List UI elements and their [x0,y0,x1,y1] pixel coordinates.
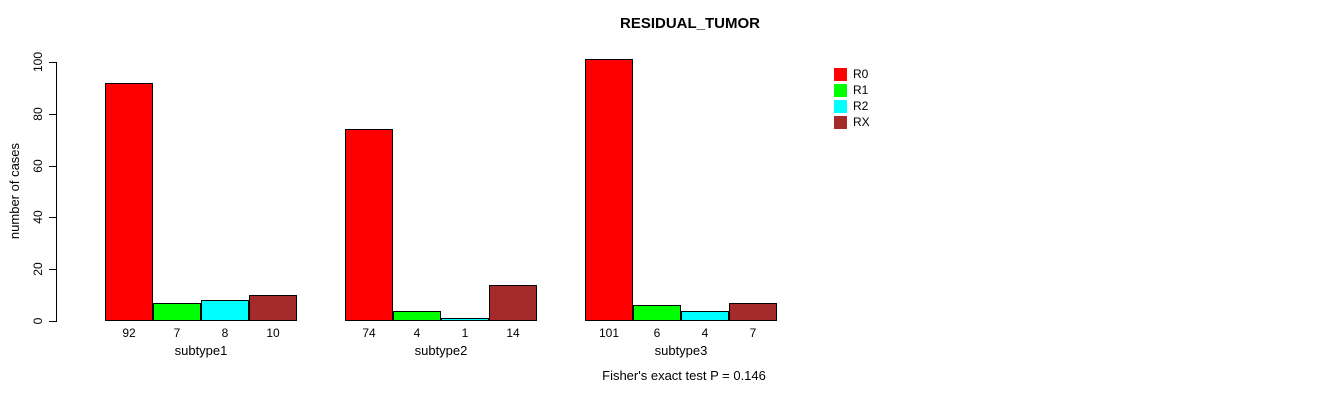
y-tick [49,269,57,270]
y-tick-label: 20 [31,262,45,276]
legend-item-R0: R0 [834,66,870,82]
group-label-subtype3: subtype3 [654,343,708,358]
bar-value-label: 7 [749,326,757,340]
bar-R2-subtype2 [441,318,489,321]
bar-RX-subtype1 [249,295,297,321]
bar-value-label: 14 [506,326,520,340]
bar-R0-subtype1 [105,83,153,321]
bar-R2-subtype3 [681,311,729,321]
legend-item-RX: RX [834,114,870,130]
bar-RX-subtype2 [489,285,537,321]
bar-R0-subtype2 [345,129,393,321]
y-axis-line [56,62,57,321]
y-tick-label: 80 [31,107,45,121]
y-tick [49,166,57,167]
bar-value-label: 8 [221,326,229,340]
y-tick [49,114,57,115]
group-label-subtype1: subtype1 [174,343,228,358]
y-tick-label: 60 [31,159,45,173]
legend: R0 R1 R2 RX [834,66,870,130]
legend-label: R1 [853,82,869,97]
chart-title: RESIDUAL_TUMOR [619,15,761,32]
legend-label: R2 [853,98,869,113]
legend-item-R1: R1 [834,82,870,98]
bar-value-label: 74 [362,326,376,340]
bar-value-label: 4 [701,326,709,340]
bar-value-label: 7 [173,326,181,340]
legend-swatch-R0 [834,67,847,81]
group-label-subtype2: subtype2 [414,343,468,358]
bar-value-label: 10 [266,326,280,340]
bar-R1-subtype3 [633,305,681,321]
legend-swatch-RX [834,115,847,129]
legend-swatch-R2 [834,99,847,113]
bar-R0-subtype3 [585,59,633,321]
bar-value-label: 4 [413,326,421,340]
legend-swatch-R1 [834,83,847,97]
bar-value-label: 92 [122,326,136,340]
bar-value-label: 1 [461,326,469,340]
legend-item-R2: R2 [834,98,870,114]
bar-value-label: 101 [598,326,620,340]
y-tick-label: 0 [31,317,45,325]
y-tick [49,321,57,322]
y-tick [49,62,57,63]
y-axis-label: number of cases [7,142,22,240]
footer-note: Fisher's exact test P = 0.146 [602,368,766,383]
legend-label: RX [853,114,870,129]
bar-R1-subtype2 [393,311,441,321]
y-tick [49,217,57,218]
y-tick-label: 40 [31,210,45,224]
y-tick-label: 100 [31,51,45,73]
bar-value-label: 6 [653,326,661,340]
bar-RX-subtype3 [729,303,777,321]
bar-R2-subtype1 [201,300,249,321]
legend-label: R0 [853,66,869,81]
bar-R1-subtype1 [153,303,201,321]
